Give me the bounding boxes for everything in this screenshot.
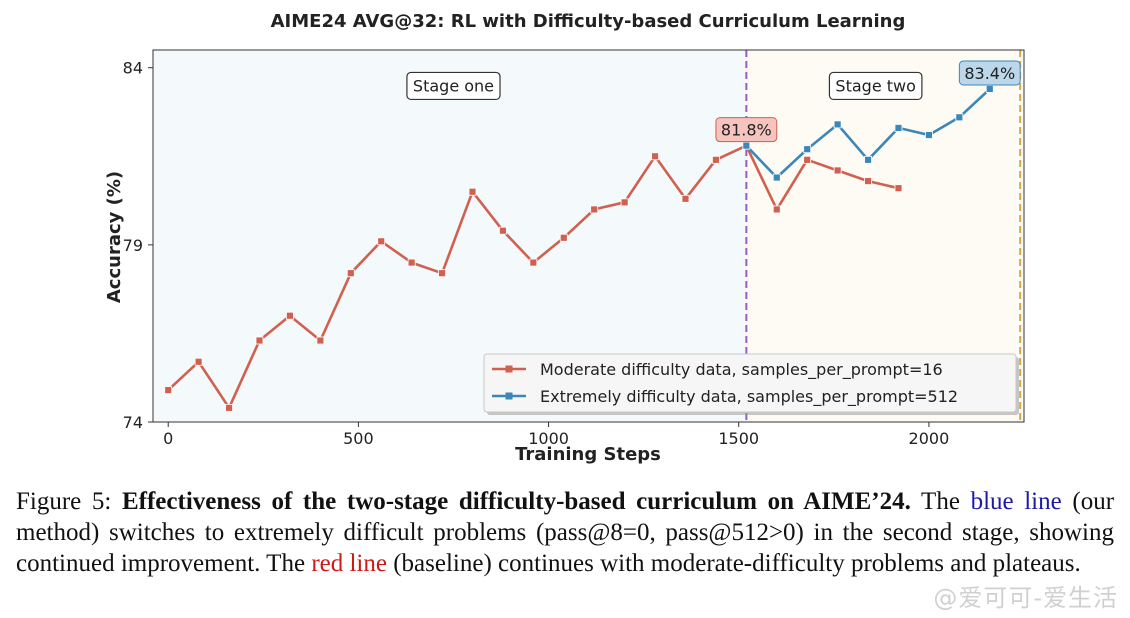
legend-swatch-marker	[505, 392, 513, 400]
x-tick-label: 0	[163, 429, 173, 448]
data-point	[407, 258, 416, 267]
data-point	[955, 113, 964, 122]
chart: AIME24 AVG@32: RL with Difficulty-based …	[104, 11, 1025, 465]
data-point	[468, 187, 477, 196]
x-tick-label: 2000	[909, 429, 950, 448]
data-point	[833, 120, 842, 129]
data-point	[225, 403, 233, 412]
data-point	[164, 386, 173, 395]
y-tick-label: 79	[123, 236, 143, 255]
data-point	[772, 205, 781, 214]
stage-label-2: Stage two	[828, 71, 923, 101]
data-point	[772, 173, 781, 182]
stage-label-box	[828, 71, 923, 101]
caption-bold: Effectiveness of the two-stage difficult…	[121, 488, 911, 515]
data-point	[894, 124, 903, 132]
data-point	[590, 205, 599, 214]
value-annotations: 81.8% 83.4%	[715, 60, 1021, 143]
y-tick-label: 74	[123, 413, 143, 432]
caption-part2: (our method) switches to extremely diffi…	[16, 488, 1115, 577]
series-2	[742, 85, 994, 182]
data-point	[651, 152, 659, 161]
data-point	[803, 155, 812, 164]
value-annotation: 83.4%	[958, 60, 1021, 86]
stage-label-1: Stage one	[406, 71, 501, 101]
data-point	[925, 131, 933, 139]
data-point	[346, 269, 355, 278]
series-layer	[164, 85, 994, 412]
x-axis-label: Training Steps	[515, 444, 661, 465]
caption-blue-line: blue line	[970, 488, 1062, 515]
stage-label-text: Stage one	[413, 76, 494, 95]
legend-label: Extremely difficulty data, samples_per_p…	[540, 387, 958, 407]
data-point	[681, 194, 690, 203]
data-point	[742, 141, 751, 150]
data-point	[712, 155, 720, 164]
legend-box	[483, 353, 1017, 413]
value-annotation: 81.8%	[715, 117, 778, 143]
data-point	[803, 145, 812, 154]
caption-part1: The	[910, 488, 971, 515]
data-point	[559, 233, 568, 242]
stage-labels: Stage one Stage two	[406, 71, 923, 101]
stage-label-box	[406, 71, 501, 101]
caption-prefix: Figure 5:	[16, 488, 122, 515]
y-tick-label: 84	[123, 59, 143, 78]
x-axis-ticks: 0 500 1000 1500 2000	[163, 422, 949, 448]
value-annotation-text: 81.8%	[721, 121, 772, 140]
caption-part3: (baseline) continues with moderate-diffi…	[386, 550, 1081, 577]
data-point	[620, 198, 629, 207]
legend-item-1: Moderate difficulty data, samples_per_pr…	[492, 360, 943, 380]
x-tick-label: 500	[343, 429, 374, 448]
data-point	[864, 177, 872, 185]
data-point	[255, 336, 264, 345]
data-point	[864, 155, 872, 164]
y-axis-label: Accuracy (%)	[104, 171, 125, 303]
data-point	[985, 85, 994, 93]
data-point	[529, 258, 538, 267]
figure-caption: Figure 5: Effectiveness of the two-stage…	[16, 486, 1114, 579]
data-point	[438, 269, 446, 278]
caption-red-line: red line	[311, 550, 387, 577]
plot-frame	[152, 49, 1025, 423]
data-point	[316, 336, 325, 345]
data-point	[286, 311, 294, 320]
stage-label-text: Stage two	[835, 76, 915, 95]
data-point	[377, 237, 386, 246]
x-tick-label: 1000	[528, 429, 569, 448]
legend-item-2: Extremely difficulty data, samples_per_p…	[492, 387, 958, 407]
value-annotation-text: 83.4%	[964, 64, 1015, 83]
value-annotation-box	[958, 60, 1021, 86]
y-axis-ticks: 74 79 84	[123, 59, 153, 432]
chart-title: AIME24 AVG@32: RL with Difficulty-based …	[271, 11, 906, 32]
watermark: @爱可可-爱生活	[933, 584, 1118, 612]
data-point	[894, 184, 903, 193]
legend-label: Moderate difficulty data, samples_per_pr…	[540, 360, 943, 380]
legend-swatch-marker	[505, 365, 513, 373]
value-annotation-box	[715, 117, 778, 143]
data-point	[833, 166, 842, 175]
legend: Moderate difficulty data, samples_per_pr…	[483, 353, 1019, 415]
data-point	[194, 357, 203, 366]
data-point	[499, 226, 507, 235]
x-tick-label: 1500	[718, 429, 759, 448]
